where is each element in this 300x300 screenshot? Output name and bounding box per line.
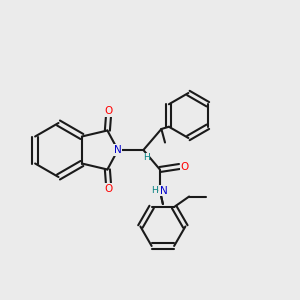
Text: H: H [151,186,158,195]
Text: N: N [160,185,167,196]
Text: H: H [143,153,150,162]
Text: O: O [105,184,113,194]
Text: O: O [181,161,189,172]
Text: N: N [114,145,122,155]
Text: O: O [105,106,113,116]
